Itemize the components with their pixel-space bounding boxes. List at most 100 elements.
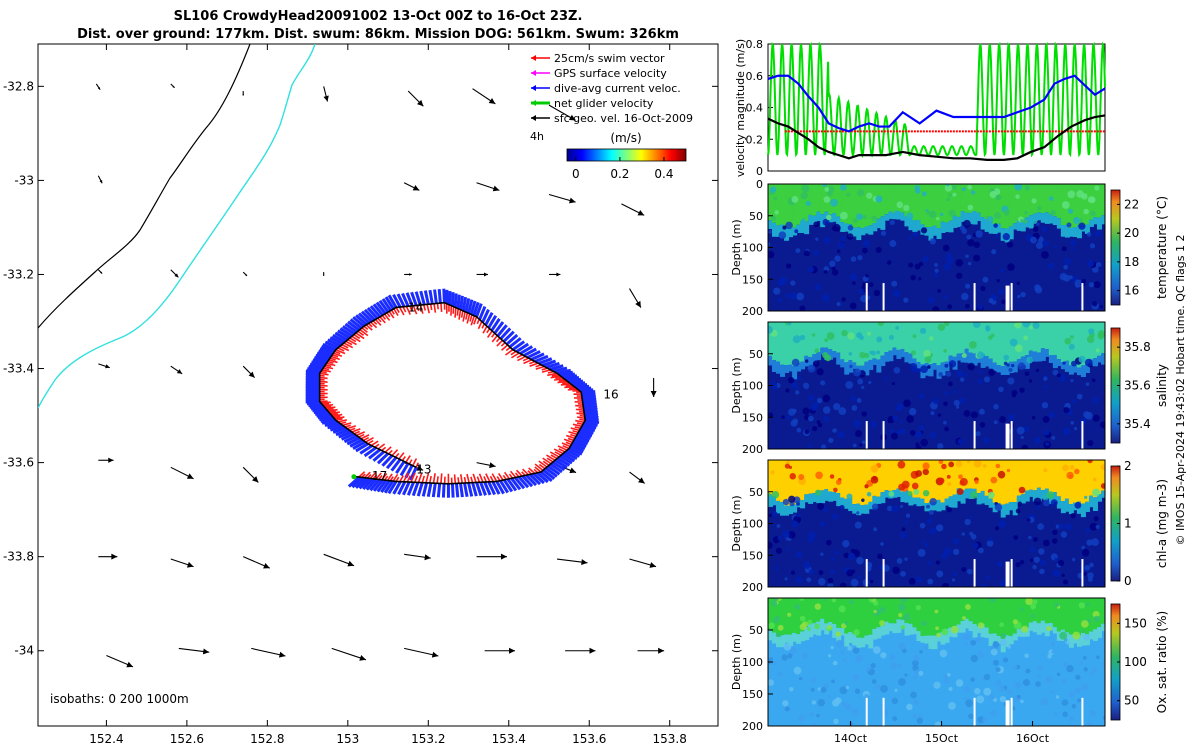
geo-velocity-arrow <box>407 90 424 107</box>
profile-panel-salinity: 50 100 150 200 Depth (m) 35.4 35.6 35.8 salinity <box>730 321 1169 456</box>
geo-velocity-arrow <box>404 647 439 658</box>
profile-ytick-label: 150 <box>742 549 763 562</box>
geo-velocity-arrow <box>170 269 179 278</box>
profile-colorbar-tick-label: 150 <box>1124 616 1147 630</box>
map-axes-frame <box>37 43 719 727</box>
geo-velocity-arrow <box>476 462 496 469</box>
geo-velocity-arrow <box>404 273 412 276</box>
legend-label: sfc geo. vel. 16-Oct-2009 <box>554 112 693 125</box>
map-ytick-label: -33 <box>14 173 34 187</box>
profile-colorbar-label: chl-a (mg m-3) <box>1155 479 1169 568</box>
geo-velocity-arrow <box>178 647 210 655</box>
velocity-ylabel: velocity magnitude (m/s) <box>734 39 747 177</box>
legend-label: dive-avg current veloc. <box>554 82 681 95</box>
track-day-label: 13 <box>416 463 431 477</box>
geo-velocity-arrow <box>549 272 561 277</box>
geo-velocity-arrow <box>629 558 657 568</box>
map-xtick-label: 153.2 <box>411 732 445 746</box>
map-xtick-label: 153 <box>336 732 359 746</box>
velocity-ytick-label: 0.2 <box>746 133 764 146</box>
colorbar-title: (m/s) <box>610 131 641 145</box>
profile-colorbar-tick-label: 2 <box>1124 459 1132 473</box>
map-xtick-label: 153.8 <box>653 732 687 746</box>
profile-colorbar-tick-label: 50 <box>1124 694 1139 708</box>
profile-ylabel: Depth (m) <box>730 634 743 690</box>
velocity-ytick-label: 0.8 <box>746 38 764 51</box>
geo-velocity-arrow <box>242 271 248 277</box>
map-ytick-label: -33.2 <box>3 267 34 281</box>
legend-label: 25cm/s swim vector <box>554 52 665 65</box>
geo-velocity-arrow <box>170 83 175 89</box>
isobaths-label: isobaths: 0 200 1000m <box>50 692 189 706</box>
geo-velocity-arrow <box>251 647 286 658</box>
profile-colorbar-tick-label: 0 <box>1124 574 1132 588</box>
map-xtick-label: 153.4 <box>492 732 526 746</box>
velocity-ytick-label: 0.6 <box>746 70 764 83</box>
geo-velocity-arrow <box>565 647 596 654</box>
colorbar-tick-label: 0.2 <box>610 167 629 181</box>
geo-velocity-arrow <box>637 647 665 654</box>
map-xtick-label: 153.6 <box>572 732 606 746</box>
geo-velocity-arrow <box>242 91 245 96</box>
geo-velocity-arrow <box>476 272 488 277</box>
geo-velocity-arrow <box>476 553 507 560</box>
geo-velocity-arrow <box>650 377 657 397</box>
geo-velocity-arrow <box>331 647 367 661</box>
track-day-label: 16 <box>603 387 618 401</box>
legend-label: GPS surface velocity <box>554 67 667 80</box>
geo-velocity-arrow <box>242 556 271 569</box>
geo-velocity-arrow <box>548 193 576 204</box>
profile-colorbar-tick-label: 35.6 <box>1124 379 1151 393</box>
geo-velocity-arrow <box>170 558 194 568</box>
geo-velocity-arrow <box>98 553 118 560</box>
profile-ytick-label: 50 <box>749 210 763 223</box>
velocity-series-current <box>767 74 1106 133</box>
map-ytick-label: -33.4 <box>3 362 34 376</box>
geo-velocity-arrow <box>242 466 259 483</box>
profile-ylabel: Depth (m) <box>730 357 743 413</box>
velocity-series-geo <box>767 114 1106 161</box>
profile-ytick-label: 200 <box>742 443 763 456</box>
map-ytick-label: -34 <box>14 644 34 658</box>
profile-ytick-label: 150 <box>742 411 763 424</box>
map-ytick-label: -33.8 <box>3 550 34 564</box>
figure-title-line1: SL106 CrowdyHead20091002 13-Oct 00Z to 1… <box>174 9 583 24</box>
dive-avg-current-vectors <box>305 288 600 498</box>
copyright-label: © IMOS 15-Apr-2024 19:43:02 Hobart time.… <box>1174 235 1187 546</box>
time-tick-label: 14Oct <box>834 732 868 745</box>
profile-ylabel: Depth (m) <box>730 495 743 551</box>
geo-velocity-arrow <box>323 86 329 102</box>
legend-scale-label: 4h <box>530 130 544 143</box>
profile-ytick-label: 150 <box>742 273 763 286</box>
geo-velocity-arrow <box>98 457 114 463</box>
geo-velocity-arrow <box>404 553 431 561</box>
isobath-200m <box>38 44 316 409</box>
coastline <box>38 44 251 329</box>
geo-velocity-arrow <box>323 553 355 567</box>
geo-velocity-arrow <box>97 175 103 184</box>
profile-colorbar-tick-label: 35.8 <box>1124 340 1151 354</box>
geo-velocity-arrow <box>170 466 194 480</box>
profile-colorbar-tick-label: 18 <box>1124 255 1139 269</box>
profile-panel-temperature: 0 50 100 150 200 Depth (m) 16 18 20 22 temperature… <box>730 178 1169 318</box>
swim-vectors <box>319 302 586 484</box>
glider-end-marker <box>351 474 357 480</box>
geo-velocity-arrow <box>629 288 642 308</box>
velocity-series-net-glider <box>767 41 1106 159</box>
profile-colorbar-tick-label: 1 <box>1124 517 1132 531</box>
profile-ytick-label: 150 <box>742 688 763 701</box>
geo-velocity-arrow <box>548 104 576 121</box>
profile-ytick-label: 100 <box>742 242 763 255</box>
profile-colorbar <box>1110 189 1121 306</box>
geo-velocity-arrow <box>472 88 496 105</box>
geo-velocity-arrow <box>170 365 183 375</box>
track-day-label: 17 <box>372 469 387 483</box>
profile-colorbar-tick-label: 16 <box>1124 284 1139 298</box>
map-ytick-label: -32.8 <box>3 79 34 93</box>
velocity-ytick-label: 0 <box>756 165 763 178</box>
profile-ytick-label: 50 <box>749 348 763 361</box>
time-tick-label: 16Oct <box>1016 732 1050 745</box>
profile-colorbar-label: temperature (°C) <box>1155 196 1169 299</box>
profile-panel-oxygen: 50 100 150 200 Depth (m) 50 100 150 Ox. sat. rat… <box>730 597 1169 733</box>
